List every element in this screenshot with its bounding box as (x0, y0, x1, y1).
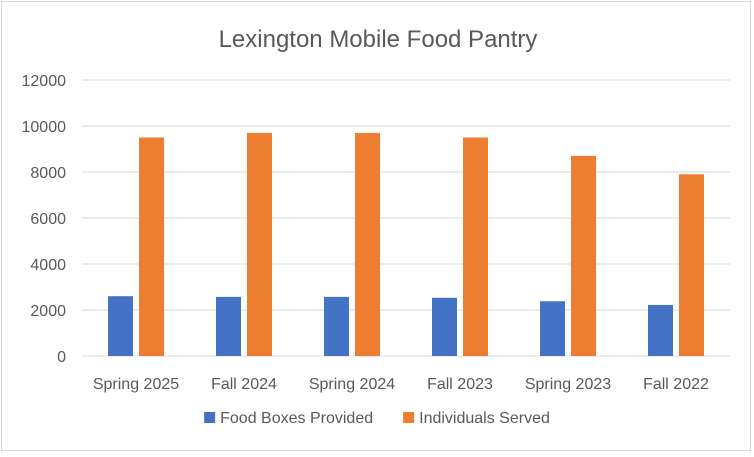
legend-item: Individuals Served (403, 410, 550, 427)
bar-food-boxes-provided (324, 296, 349, 356)
bar-food-boxes-provided (216, 296, 241, 356)
y-tick-label: 0 (57, 349, 66, 366)
x-tick-label: Spring 2023 (525, 376, 611, 393)
legend-item: Food Boxes Provided (204, 410, 373, 427)
bars (108, 132, 704, 356)
legend-label: Individuals Served (419, 410, 550, 427)
y-tick-label: 6000 (30, 211, 66, 228)
bar-chart: Lexington Mobile Food Pantry 0 2000 4000 60… (22, 26, 730, 427)
legend: Food Boxes Provided Individuals Served (204, 410, 550, 427)
y-tick-label: 10000 (22, 119, 67, 136)
x-tick-label: Fall 2023 (427, 376, 493, 393)
legend-swatch (403, 412, 415, 423)
bar-food-boxes-provided (108, 296, 133, 356)
chart-frame: Lexington Mobile Food Pantry 0 2000 4000 60… (1, 1, 751, 451)
y-axis-tick-labels: 0 2000 4000 6000 8000 10000 12000 (22, 73, 67, 366)
x-tick-label: Fall 2024 (211, 376, 277, 393)
legend-label: Food Boxes Provided (220, 410, 373, 427)
x-tick-label: Spring 2025 (93, 376, 179, 393)
gridlines (82, 79, 730, 357)
y-tick-label: 4000 (30, 257, 66, 274)
x-tick-label: Spring 2024 (309, 376, 395, 393)
y-tick-label: 12000 (22, 73, 67, 90)
bar-food-boxes-provided (540, 301, 565, 356)
y-tick-label: 8000 (30, 165, 66, 182)
bar-individuals-served (571, 155, 596, 356)
x-tick-label: Fall 2022 (643, 376, 709, 393)
bar-individuals-served (679, 174, 704, 356)
bar-individuals-served (355, 132, 380, 356)
legend-swatch (204, 412, 216, 423)
chart-title: Lexington Mobile Food Pantry (219, 26, 538, 53)
bar-individuals-served (463, 137, 488, 356)
bar-individuals-served (139, 137, 164, 356)
bar-individuals-served (247, 132, 272, 356)
x-axis-tick-labels: Spring 2025 Fall 2024 Spring 2024 Fall 2023… (93, 376, 709, 393)
bar-food-boxes-provided (648, 304, 673, 356)
bar-food-boxes-provided (432, 297, 457, 356)
y-tick-label: 2000 (30, 303, 66, 320)
